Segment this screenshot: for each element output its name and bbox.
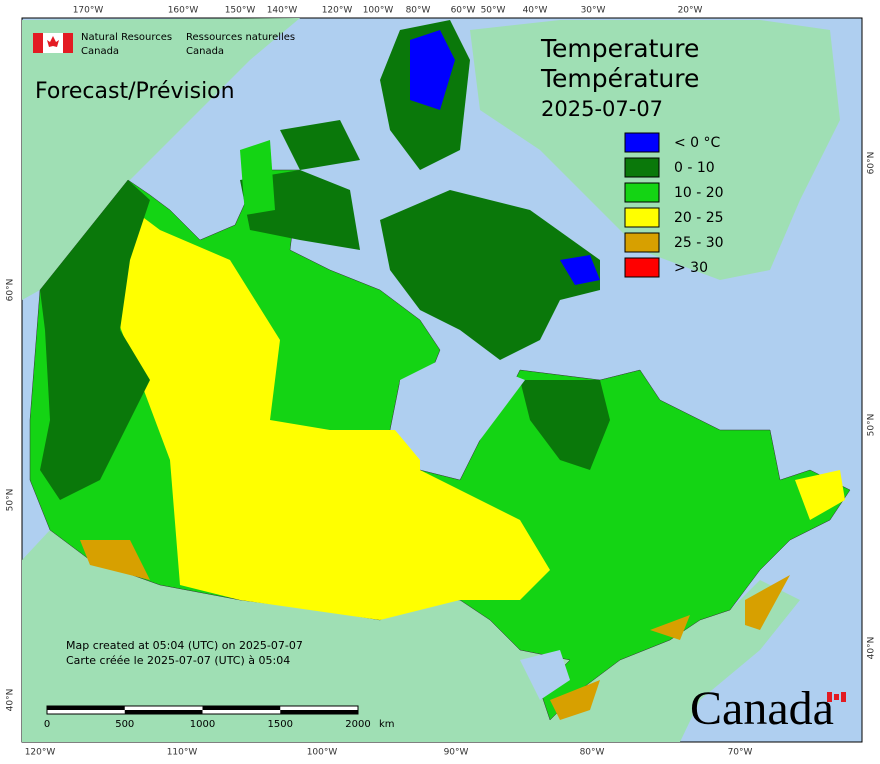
graticule-label: 40°W xyxy=(523,6,548,16)
title: Température xyxy=(540,64,699,93)
bc-cool xyxy=(40,180,150,500)
legend-swatch xyxy=(624,257,660,278)
graticule-label: 50°N xyxy=(6,489,16,512)
legend-swatch xyxy=(624,207,660,228)
scale-label: 2000 xyxy=(345,719,370,730)
legend-label: 25 - 30 xyxy=(674,235,724,251)
agency-fr: Ressources naturelles xyxy=(186,32,295,43)
legend-swatch xyxy=(624,232,660,253)
graticule-label: 70°W xyxy=(728,748,753,758)
scale-label: 500 xyxy=(115,719,134,730)
graticule-label: 80°W xyxy=(580,748,605,758)
wordmark-flag xyxy=(827,692,832,702)
legend-label: < 0 °C xyxy=(674,135,721,151)
wordmark-flag xyxy=(834,694,839,700)
graticule-label: 120°W xyxy=(322,6,353,16)
maple-leaf xyxy=(47,36,59,47)
hot-patch xyxy=(550,680,600,720)
cold-patch xyxy=(410,30,455,110)
graticule-label: 140°W xyxy=(267,6,298,16)
title: Temperature xyxy=(540,34,699,63)
hudson-bay xyxy=(395,360,525,470)
legend-swatch xyxy=(624,157,660,178)
hot-patch xyxy=(745,575,790,630)
great-lakes xyxy=(520,650,570,700)
alaska xyxy=(22,18,300,300)
scale-bar-segment xyxy=(124,710,203,714)
legend-label: 20 - 25 xyxy=(674,210,724,226)
legend-swatch xyxy=(624,132,660,153)
graticule-label: 120°W xyxy=(25,748,56,758)
agency-fr: Canada xyxy=(186,46,224,57)
prairies-warm xyxy=(110,200,550,620)
graticule-label: 50°N xyxy=(867,414,877,437)
graticule-label: 150°W xyxy=(225,6,256,16)
quebec-cool xyxy=(520,380,610,470)
flag-bar xyxy=(63,33,73,53)
scale-label: 1000 xyxy=(190,719,215,730)
baffin xyxy=(380,190,600,360)
credit: Carte créée le 2025-07-07 (UTC) à 05:04 xyxy=(66,654,290,667)
scale-bar-segment xyxy=(47,706,125,710)
hot-patch xyxy=(80,540,150,580)
hot-patch xyxy=(650,615,690,640)
graticule-label: 40°N xyxy=(867,637,877,660)
newfoundland-warm xyxy=(795,470,845,520)
wordmark-flag xyxy=(841,692,846,702)
cold-patch xyxy=(560,255,600,285)
legend-label: 10 - 20 xyxy=(674,185,724,201)
graticule-label: 20°W xyxy=(678,6,703,16)
scale-bar-segment xyxy=(280,710,358,714)
graticule-label: 100°W xyxy=(363,6,394,16)
date: 2025-07-07 xyxy=(541,97,663,121)
banks-island xyxy=(240,140,275,215)
graticule-label: 50°W xyxy=(481,6,506,16)
graticule-label: 100°W xyxy=(307,748,338,758)
arctic-island xyxy=(280,120,360,170)
scale-bar-segment xyxy=(202,706,281,710)
credit: Map created at 05:04 (UTC) on 2025-07-07 xyxy=(66,639,303,652)
legend-label: 0 - 10 xyxy=(674,160,715,176)
scale-label: 0 xyxy=(44,719,50,730)
graticule-label: 80°W xyxy=(406,6,431,16)
graticule-label: 110°W xyxy=(167,748,198,758)
graticule-label: 160°W xyxy=(168,6,199,16)
graticule-label: 60°N xyxy=(867,152,877,175)
graticule-label: 30°W xyxy=(581,6,606,16)
scale-label: 1500 xyxy=(268,719,293,730)
forecast-label: Forecast/Prévision xyxy=(35,79,235,104)
graticule-label: 60°N xyxy=(6,279,16,302)
scale-unit: km xyxy=(379,719,395,730)
graticule-label: 60°W xyxy=(451,6,476,16)
agency-en: Canada xyxy=(81,46,119,57)
wordmark: Canada xyxy=(690,682,834,735)
legend-swatch xyxy=(624,182,660,203)
agency-en: Natural Resources xyxy=(81,32,172,43)
flag-bar xyxy=(33,33,43,53)
graticule-label: 90°W xyxy=(444,748,469,758)
graticule-label: 40°N xyxy=(6,689,16,712)
legend-label: > 30 xyxy=(674,260,708,276)
graticule-label: 170°W xyxy=(73,6,104,16)
united-states xyxy=(22,530,800,742)
